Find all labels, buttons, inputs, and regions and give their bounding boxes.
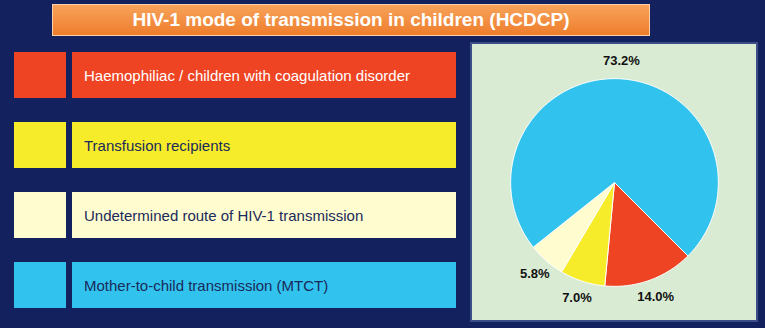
svg-text:14.0%: 14.0%	[637, 289, 674, 304]
svg-text:7.0%: 7.0%	[562, 290, 592, 305]
html-text:HIV-1 mode of transmission in: HIV-1 mode of transmission in children (…	[132, 9, 570, 30]
html-text:Undetermined route of HIV-1 tr: Undetermined route of HIV-1 transmission	[84, 206, 364, 224]
html-text:Transfusion recipients: Transfusion recipients	[84, 136, 231, 154]
html-text:Haemophiliac / children with c: Haemophiliac / children with coagulation…	[84, 66, 410, 84]
html-text:Mother-to-child transmission (: Mother-to-child transmission (MTCT)	[84, 276, 329, 294]
svg-text:73.2%: 73.2%	[603, 53, 640, 68]
svg-text:5.8%: 5.8%	[520, 266, 550, 281]
